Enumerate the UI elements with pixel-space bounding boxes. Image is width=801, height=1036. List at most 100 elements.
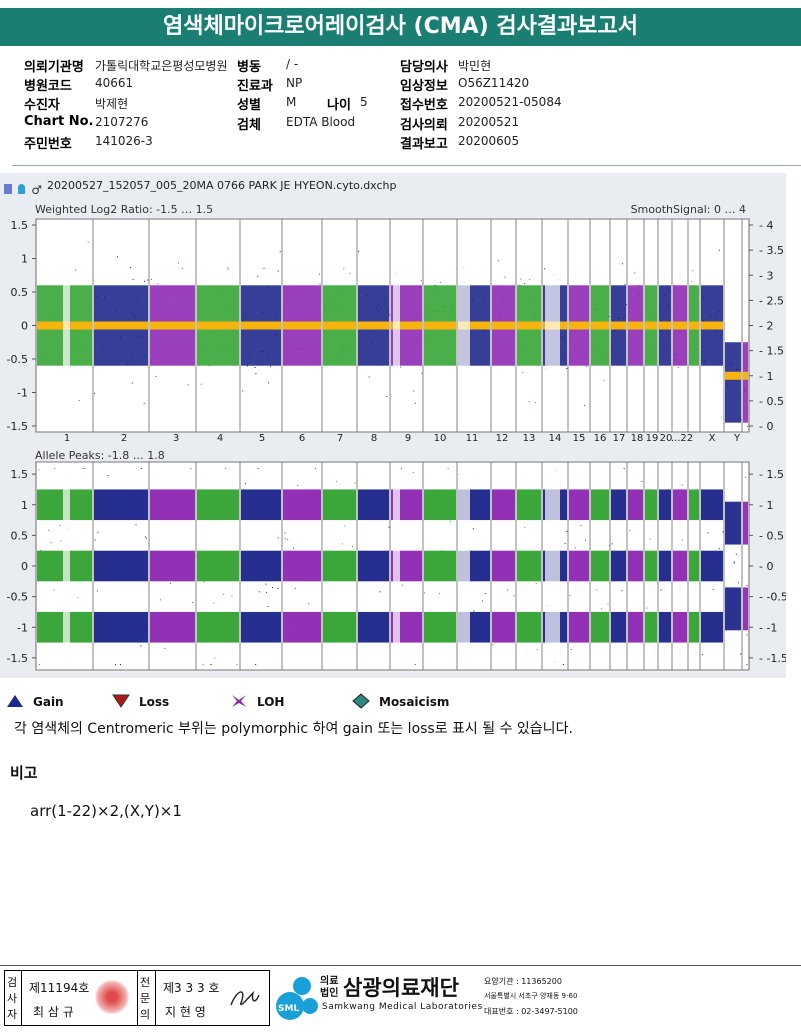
log2-point [188,303,190,305]
allele-point [681,484,683,486]
allele-band [628,611,643,643]
allele-point [722,531,724,533]
log2-point [614,329,616,331]
log2-point [529,279,531,281]
log2-point [261,350,263,352]
log2-point [248,356,250,358]
allele-point [54,468,56,469]
info-label: 병동 [237,60,261,75]
chart-filename: 20200527_152057_005_20MA 0766 PARK JE HY… [47,179,397,192]
log2-point [414,402,416,404]
allele-point [695,633,697,635]
info-value: 141026-3 [95,134,153,148]
y-tick-label: -0.5 [7,591,28,604]
allele-band [241,550,281,582]
chromosome-label: 9 [405,433,411,444]
y-tick-label: 0.5 [11,529,29,542]
y2-tick-label: - -1 [759,621,777,634]
allele-point [194,555,196,557]
allele-point [140,576,142,578]
allele-point [264,557,266,559]
log2-point [400,366,402,368]
seal-stamp-icon [95,980,129,1014]
allele-point [483,557,485,559]
info-value: 2107276 [95,115,149,129]
allele-point [271,587,273,589]
y-tick-label: 0 [21,560,28,573]
allele-point [611,543,613,545]
allele-point [324,623,326,625]
allele-point [236,664,238,665]
allele-point [479,505,481,507]
log2-point [318,273,320,275]
log2-point [306,345,308,347]
chromosome-label: 10 [434,433,447,444]
allele-point [562,664,564,665]
allele-point [38,469,40,471]
log2-point [263,267,265,269]
org-code: 요양기관 : 11365200 [484,977,562,986]
log2-point [178,262,180,264]
allele-point [96,590,98,592]
y2-tick-label: - 1.5 [759,468,784,481]
allele-point [353,621,355,623]
allele-point [284,532,286,534]
log2-point [623,317,625,319]
allele-band [591,550,609,582]
smooth-segment [569,321,589,330]
allele-point [277,506,279,508]
allele-point [596,589,598,591]
log2-point [76,349,78,351]
log2-point [228,268,230,270]
smooth-segment [94,321,148,330]
log2-point [544,268,546,270]
log2-point [77,337,79,339]
info-label: 담당의사 [400,60,448,75]
allele-point [209,664,211,665]
allele-band [517,611,541,643]
allele-band [591,611,609,643]
log2-point [667,347,669,349]
allele-point [225,468,227,469]
log2-point [74,340,76,342]
allele-point [564,542,566,544]
allele-point [295,587,297,589]
log2-point [559,329,561,331]
allele-point [740,653,742,655]
allele-point [61,574,63,576]
smooth-segment [689,321,699,330]
y2-tick-label: - 0 [759,420,773,433]
allele-point [164,647,166,649]
allele-point [377,621,379,623]
cma-chart-panel: ♂ 20200527_152057_005_20MA 0766 PARK JE … [0,173,786,678]
log2-point [189,337,191,339]
allele-band [492,489,515,521]
allele-point [424,592,426,594]
log2-point [591,295,593,297]
log2-point [380,348,382,350]
log2-point [532,312,534,314]
log2-point [222,345,224,347]
log2-point [693,336,695,338]
allele-band [241,489,281,521]
allele-band [701,489,723,521]
info-value: 20200521-05084 [458,95,562,109]
allele-point [384,489,386,491]
allele-point [737,582,739,584]
info-label: Chart No. [24,114,94,129]
y2-tick-label: - 1.5 [759,345,784,358]
allele-point [439,491,441,493]
log2-point [137,306,139,308]
smooth-segment [458,321,490,330]
log2-point [342,348,344,350]
info-label: 검체 [237,118,261,133]
log2-point [104,296,106,298]
allele-point [344,525,346,527]
y-tick-label: -1 [17,387,28,400]
log2-point [660,311,662,313]
log2-point [693,307,695,309]
log2-point [502,302,504,304]
allele-point [363,619,365,621]
log2-point [131,313,133,315]
allele-point [442,613,444,615]
